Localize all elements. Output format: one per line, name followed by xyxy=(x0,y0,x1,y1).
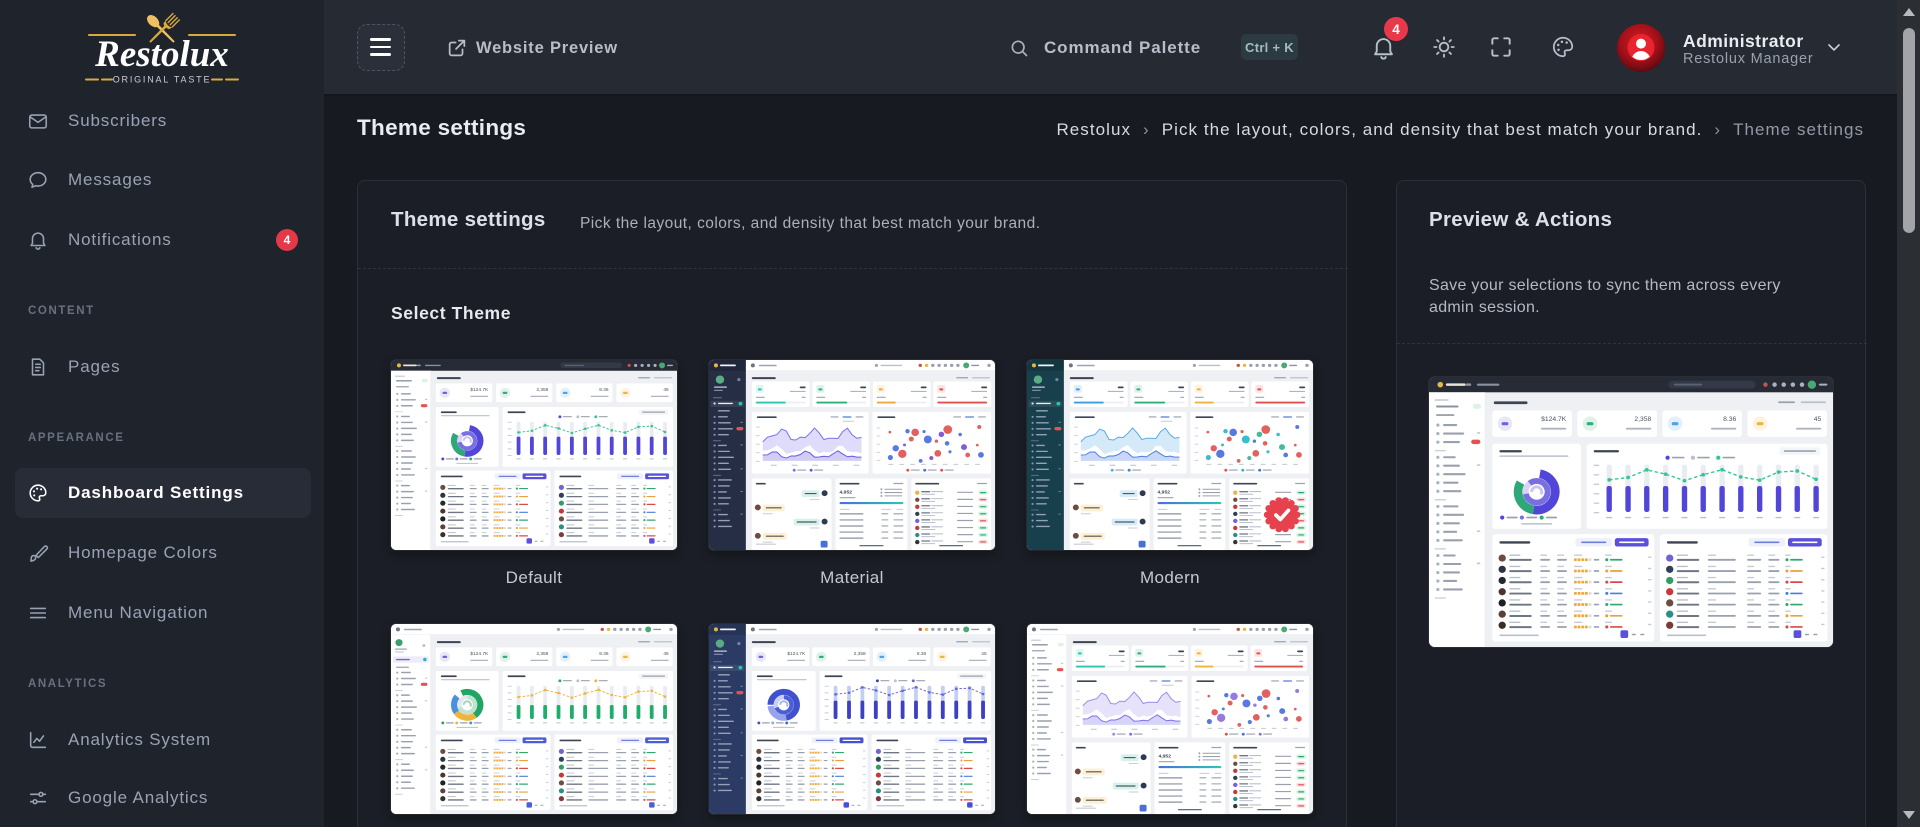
svg-text:8.36: 8.36 xyxy=(917,651,927,657)
svg-text:2,358: 2,358 xyxy=(854,651,866,657)
svg-text:45: 45 xyxy=(663,651,669,657)
svg-text:2,358: 2,358 xyxy=(536,387,548,393)
svg-text:$124.7K: $124.7K xyxy=(470,651,489,657)
svg-text:ORIGINAL TASTE: ORIGINAL TASTE xyxy=(113,75,212,85)
svg-text:$124.7K: $124.7K xyxy=(787,651,806,657)
svg-text:Restolux: Restolux xyxy=(94,34,229,75)
svg-text:4,952: 4,952 xyxy=(1159,754,1172,760)
svg-text:8.36: 8.36 xyxy=(599,651,609,657)
svg-text:4,952: 4,952 xyxy=(1158,490,1171,496)
svg-text:8.36: 8.36 xyxy=(599,387,609,393)
svg-text:2,358: 2,358 xyxy=(1634,416,1651,423)
svg-text:45: 45 xyxy=(663,387,669,393)
svg-text:45: 45 xyxy=(981,651,987,657)
svg-text:45: 45 xyxy=(1814,416,1822,423)
svg-text:2,358: 2,358 xyxy=(536,651,548,657)
svg-text:8.36: 8.36 xyxy=(1723,416,1736,423)
svg-text:4,952: 4,952 xyxy=(840,490,853,496)
svg-text:$124.7K: $124.7K xyxy=(470,387,489,393)
svg-text:$124.7K: $124.7K xyxy=(1541,416,1567,423)
